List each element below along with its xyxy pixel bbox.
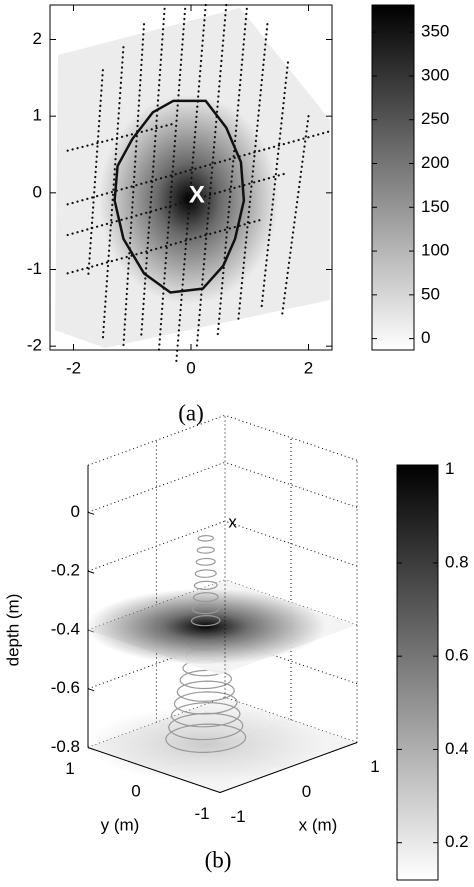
panel-label: (a) (178, 400, 204, 425)
contour-ring (194, 569, 217, 578)
slice-intensity (85, 588, 326, 665)
marker: x (228, 513, 237, 532)
survey-track (66, 122, 175, 152)
colorbar (396, 464, 439, 881)
box-edge (87, 414, 226, 466)
survey-track (236, 23, 269, 325)
colorbar-tick-label: 50 (421, 284, 440, 303)
z-tick (87, 688, 95, 692)
contour-ring (176, 680, 235, 702)
x-tick-label: 2 (304, 358, 313, 377)
survey-track (66, 172, 287, 237)
grid-line (87, 461, 226, 513)
contour-ring (170, 702, 241, 728)
colorbar-tick-label: 350 (421, 22, 449, 41)
y-tick-label: -1 (27, 259, 42, 278)
y-tick-label: 1 (33, 106, 42, 125)
z-tick-label: 0 (71, 502, 80, 521)
colorbar-tick-label: 200 (421, 153, 449, 172)
y-tick-label: 2 (33, 29, 42, 48)
contour-ring (190, 615, 221, 627)
colorbar-tick-label: 250 (421, 109, 449, 128)
contour-ring (192, 592, 219, 603)
x-tick-label: 0 (302, 782, 311, 801)
peak-marker: X (189, 182, 205, 209)
z-tick-label: -0.8 (51, 737, 80, 756)
x-tick-label: -2 (66, 358, 81, 377)
colorbar (371, 4, 415, 351)
grid-line (224, 520, 358, 567)
colorbar-tick-label: 1 (445, 459, 454, 478)
y-tick-label: 1 (65, 759, 74, 778)
colorbar-tick-label: 150 (421, 197, 449, 216)
survey-track (66, 130, 331, 206)
contour-ring (195, 557, 216, 566)
grid-line (87, 520, 226, 572)
contour (113, 99, 246, 294)
slice-intensity (85, 706, 326, 783)
x-tick-label: 0 (186, 358, 195, 377)
box-edge (219, 742, 358, 793)
contour-ring (193, 580, 218, 590)
colorbar-tick-label: 0.2 (445, 832, 469, 851)
contour-ring (173, 691, 238, 715)
y-tick-label: 0 (33, 182, 42, 201)
x-tick-label: 1 (370, 757, 379, 776)
z-tick-label: -0.2 (51, 561, 80, 580)
contour-ring (191, 603, 220, 615)
survey-track (280, 115, 310, 317)
z-tick (87, 570, 95, 574)
survey-track (66, 218, 263, 275)
survey-track (216, 7, 248, 340)
contour-ring (165, 723, 247, 753)
y-tick-label: -1 (194, 804, 209, 823)
z-axis-label: depth (m) (3, 594, 22, 667)
z-tick-label: -0.6 (51, 678, 80, 697)
grid-line (87, 638, 226, 690)
contour-ring (179, 669, 233, 690)
box-edge (87, 747, 221, 793)
colorbar-tick-label: 300 (421, 65, 449, 84)
y-tick-label: 0 (131, 781, 140, 800)
grid-line (224, 461, 358, 508)
colorbar-tick-label: 0.8 (445, 552, 469, 571)
y-axis-label: y (m) (101, 815, 140, 834)
colorbar-tick-label: 0 (421, 328, 430, 347)
z-tick-label: -0.4 (51, 619, 80, 638)
survey-track (87, 69, 104, 279)
x-axis-label: x (m) (299, 815, 338, 834)
colorbar-tick-label: 0.4 (445, 739, 469, 758)
colorbar-tick-label: 0.6 (445, 646, 469, 665)
survey-track (260, 61, 290, 309)
survey-track (175, 3, 207, 363)
contour-ring (197, 535, 214, 542)
y-tick-label: -2 (27, 336, 42, 355)
z-tick (87, 511, 95, 515)
panel-label: (b) (205, 847, 232, 872)
survey-track (139, 7, 166, 340)
survey-track (157, 7, 187, 355)
colorbar-tick-label: 100 (421, 241, 449, 260)
x-tick-label: -1 (230, 807, 245, 826)
box-edge (224, 414, 358, 461)
contour-ring (196, 546, 215, 554)
